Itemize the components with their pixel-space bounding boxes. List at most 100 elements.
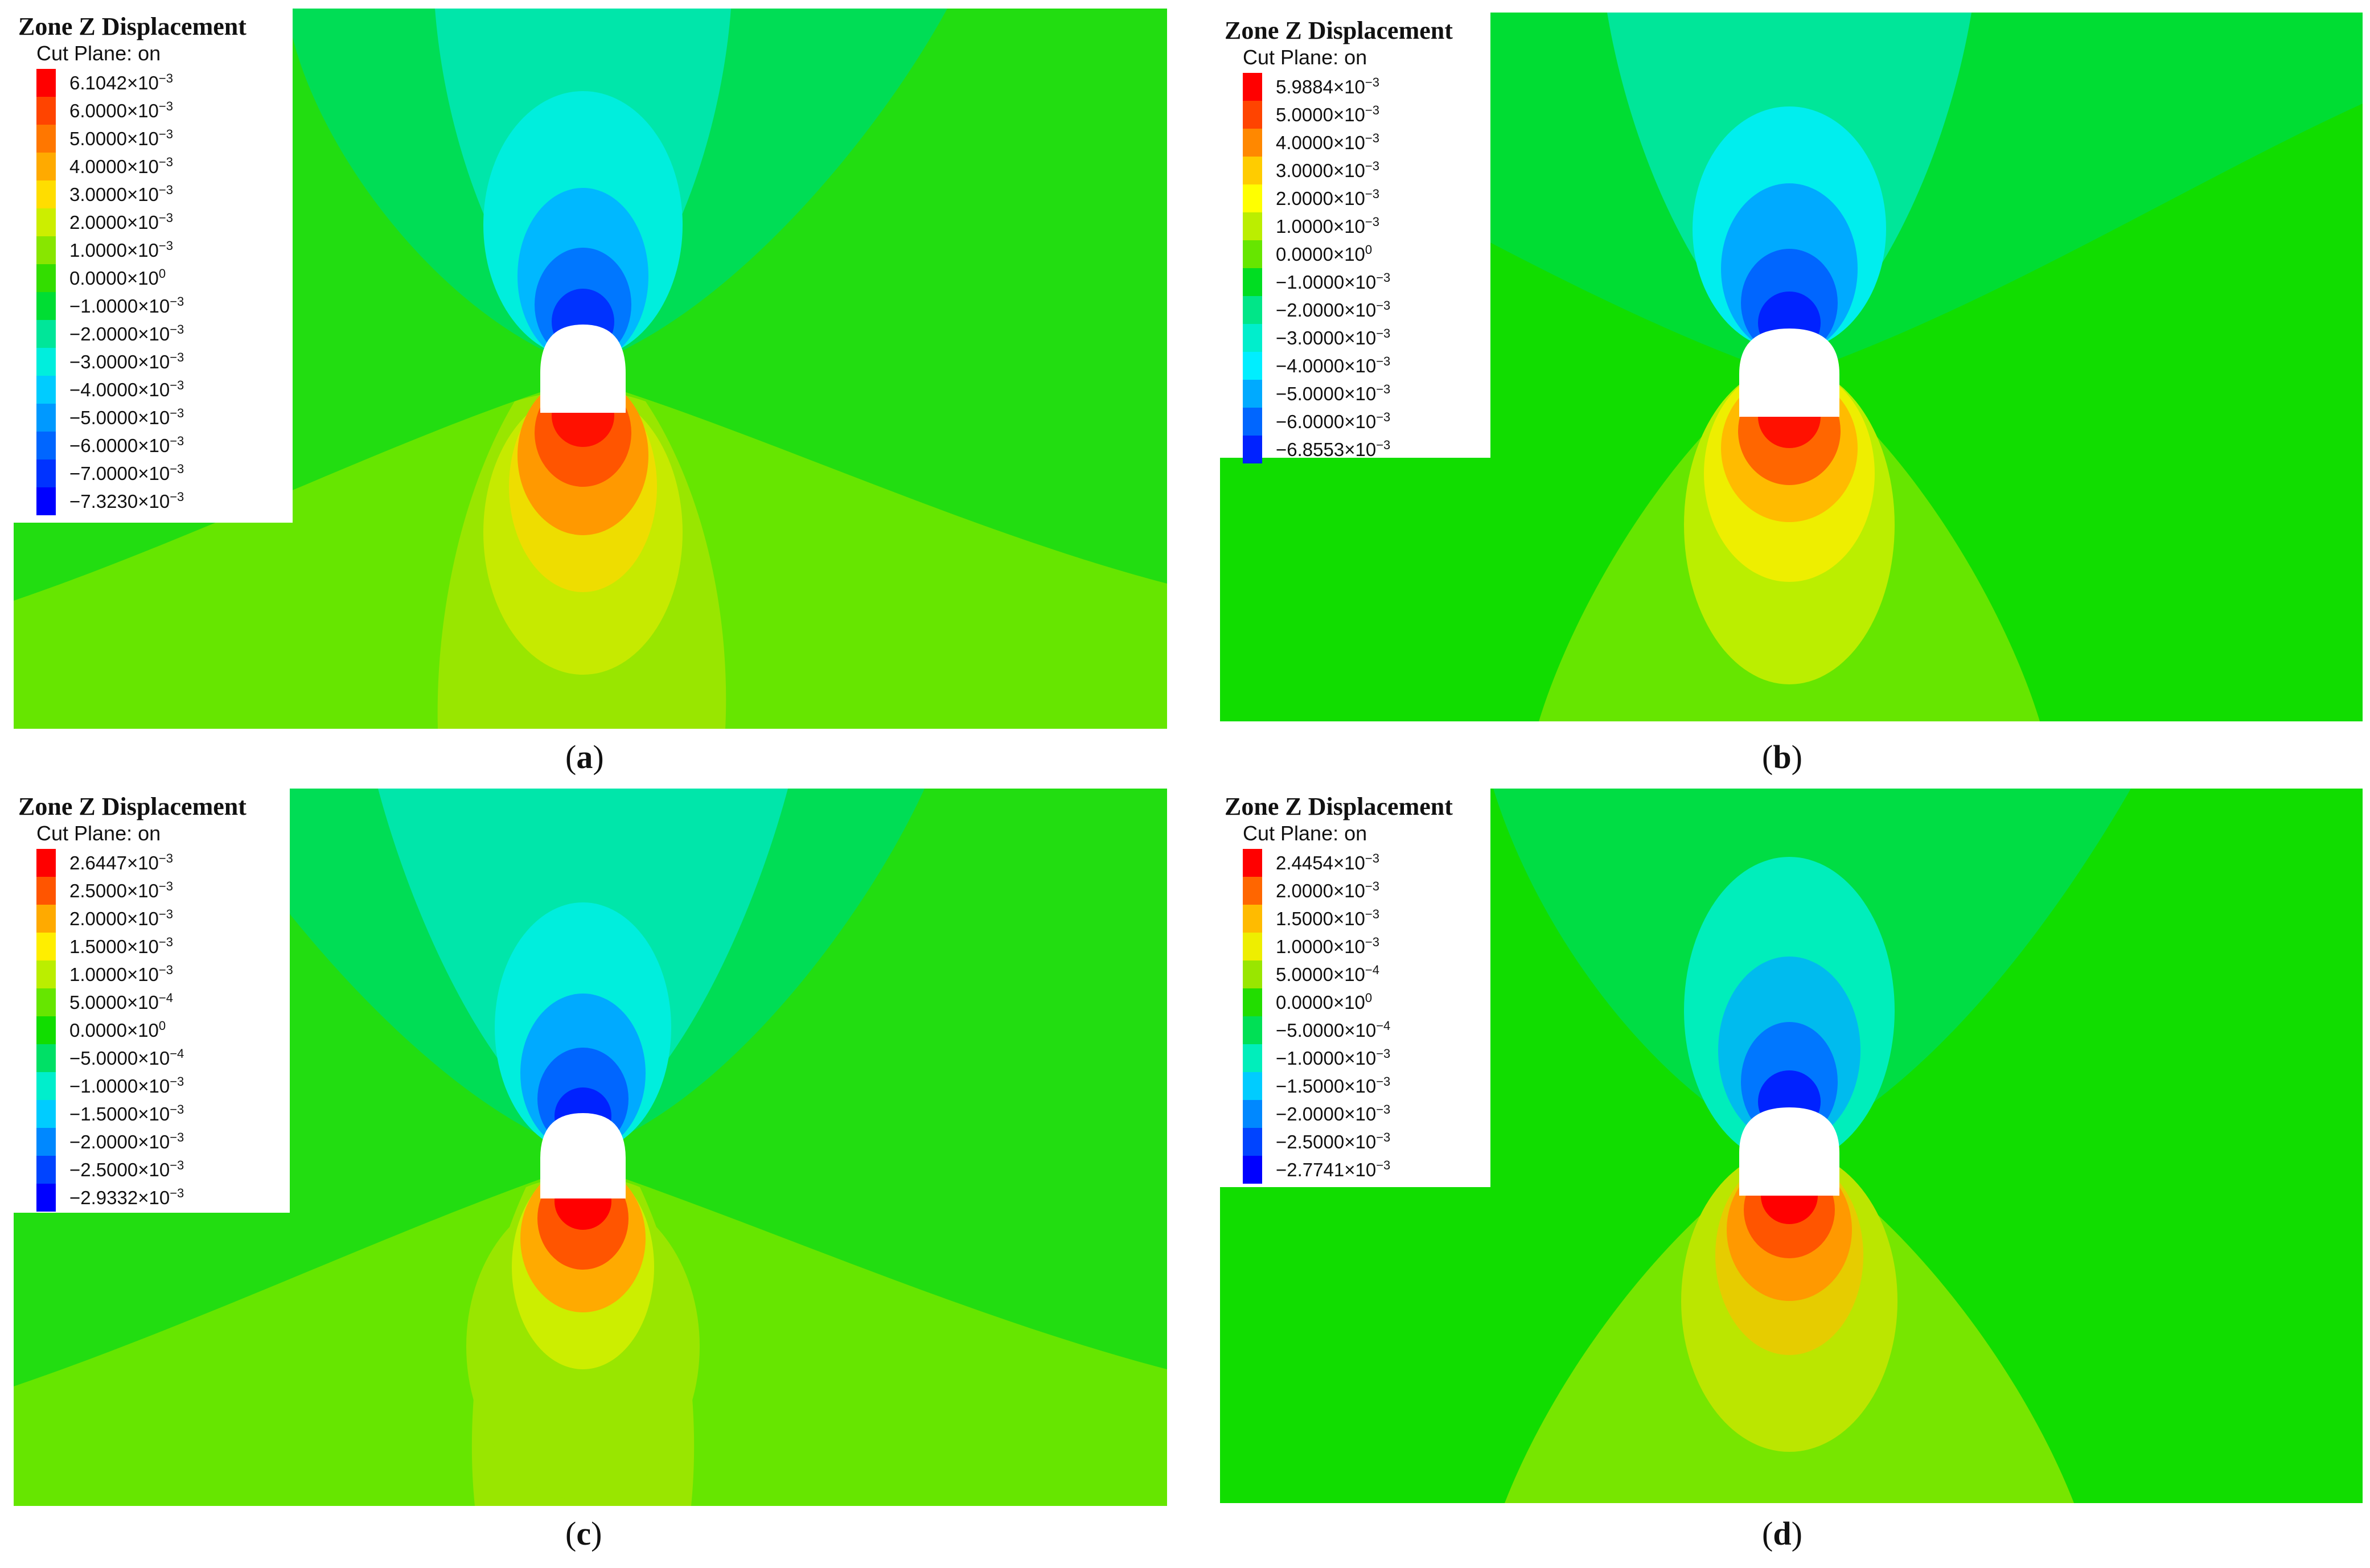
legend-value: −5.0000×10−4 bbox=[1276, 1020, 1390, 1041]
legend-times-ten: ×10 bbox=[138, 463, 170, 484]
caption-c: (c) bbox=[565, 1515, 602, 1552]
legend-times-ten: ×10 bbox=[1344, 439, 1377, 460]
legend-mantissa: −2.7741 bbox=[1276, 1159, 1345, 1180]
legend-mantissa: −5.0000 bbox=[1276, 1020, 1345, 1041]
legend-times-ten: ×10 bbox=[126, 240, 159, 261]
legend-times-ten: ×10 bbox=[138, 295, 170, 317]
legend-swatch bbox=[36, 404, 56, 432]
legend-swatch bbox=[36, 125, 56, 153]
legend-times-ten: ×10 bbox=[1333, 852, 1365, 873]
legend-swatch bbox=[36, 1156, 56, 1184]
legend-value: −2.0000×10−3 bbox=[1276, 1103, 1390, 1124]
legend-exponent: −3 bbox=[1365, 187, 1380, 201]
legend-mantissa: −6.0000 bbox=[69, 435, 138, 456]
legend-value: −2.0000×10−3 bbox=[69, 323, 184, 344]
legend-swatch bbox=[36, 376, 56, 404]
legend-swatch bbox=[1243, 408, 1262, 436]
legend-times-ten: ×10 bbox=[1333, 964, 1365, 985]
legend-exponent: −3 bbox=[1376, 326, 1391, 340]
legend-exponent: −3 bbox=[158, 907, 174, 921]
caption-letter-b: b bbox=[1773, 738, 1792, 775]
legend-swatch bbox=[1243, 129, 1262, 157]
legend-exponent: −3 bbox=[1376, 410, 1391, 424]
caption-letter-c: c bbox=[576, 1515, 592, 1552]
legend-times-ten: ×10 bbox=[1344, 1048, 1377, 1069]
legend-mantissa: 1.0000 bbox=[1276, 936, 1333, 957]
legend-mantissa: −2.5000 bbox=[1276, 1131, 1345, 1152]
legend-mantissa: 3.0000 bbox=[1276, 160, 1333, 181]
legend-times-ten: ×10 bbox=[126, 992, 159, 1013]
legend-mantissa: 1.0000 bbox=[1276, 216, 1333, 237]
legend-d: Zone Z Displacement Cut Plane: on 2.4454… bbox=[1220, 789, 1490, 1187]
legend-swatch bbox=[1243, 849, 1262, 877]
legend-swatch bbox=[1243, 73, 1262, 101]
legend-times-ten: ×10 bbox=[126, 100, 159, 121]
legend-times-ten: ×10 bbox=[138, 407, 170, 428]
legend-swatch bbox=[36, 264, 56, 292]
legend-exponent: −3 bbox=[170, 490, 184, 504]
legend-value: −5.0000×10−3 bbox=[1276, 383, 1390, 404]
legend-mantissa: −1.0000 bbox=[69, 1076, 138, 1097]
legend-value: 6.0000×10−3 bbox=[69, 100, 173, 121]
legend-exponent: −3 bbox=[170, 434, 184, 448]
legend-times-ten: ×10 bbox=[1333, 160, 1365, 181]
legend-times-ten: ×10 bbox=[126, 1020, 159, 1041]
legend-value: −2.0000×10−3 bbox=[1276, 299, 1390, 321]
legend-times-ten: ×10 bbox=[138, 1131, 170, 1152]
legend-exponent: −3 bbox=[1376, 1074, 1391, 1089]
legend-exponent: −3 bbox=[1365, 131, 1380, 145]
legend-value: 3.0000×10−3 bbox=[69, 183, 174, 205]
legend-value: −2.7741×10−3 bbox=[1276, 1159, 1390, 1180]
legend-mantissa: 5.0000 bbox=[1276, 964, 1333, 985]
legend-swatch bbox=[36, 988, 56, 1016]
contour-plot-a bbox=[14, 9, 1167, 729]
legend-times-ten: ×10 bbox=[138, 1048, 170, 1069]
legend-c: Zone Z Displacement Cut Plane: on 2.6447… bbox=[14, 789, 290, 1213]
legend-exponent: −3 bbox=[158, 183, 174, 197]
legend-times-ten: ×10 bbox=[1344, 383, 1377, 404]
legend-mantissa: −1.0000 bbox=[1276, 1048, 1345, 1069]
color-bar-d bbox=[1243, 849, 1262, 1184]
legend-times-ten: ×10 bbox=[1344, 1076, 1377, 1097]
legend-value: 2.0000×10−3 bbox=[1276, 880, 1379, 901]
legend-exponent: −3 bbox=[1365, 159, 1380, 173]
legend-times-ten: ×10 bbox=[1344, 355, 1377, 376]
legend-value: 2.6447×10−3 bbox=[69, 851, 174, 873]
legend-mantissa: 0.0000 bbox=[69, 1020, 127, 1041]
legend-swatch bbox=[1243, 988, 1262, 1016]
legend-mantissa: 5.0000 bbox=[69, 992, 127, 1013]
legend-exponent: −3 bbox=[158, 851, 174, 865]
legend-swatch bbox=[36, 933, 56, 960]
legend-value: −1.5000×10−3 bbox=[69, 1103, 184, 1124]
legend-swatch bbox=[1243, 933, 1262, 960]
legend-exponent: −3 bbox=[1365, 907, 1380, 921]
legend-exponent: −3 bbox=[1376, 354, 1391, 368]
legend-exponent: −3 bbox=[1365, 75, 1380, 89]
legend-mantissa: −3.0000 bbox=[69, 351, 138, 372]
legend-mantissa: −2.0000 bbox=[69, 1131, 138, 1152]
legend-value: 5.0000×10−3 bbox=[69, 128, 173, 149]
legend-mantissa: 3.0000 bbox=[69, 184, 127, 205]
legend-mantissa: 0.0000 bbox=[1276, 244, 1333, 265]
legend-value: −1.0000×10−3 bbox=[1276, 1048, 1390, 1069]
legend-exponent: −3 bbox=[170, 294, 184, 309]
legend-value: −6.0000×10−3 bbox=[1276, 410, 1391, 432]
caption-b: (b) bbox=[1762, 738, 1802, 775]
panel-d: Zone Z Displacement Cut Plane: on 2.4454… bbox=[1185, 784, 2370, 1568]
legend-swatch bbox=[36, 487, 56, 515]
legend-exponent: −3 bbox=[1376, 270, 1391, 285]
legend-mantissa: 1.5000 bbox=[69, 936, 127, 957]
legend-times-ten: ×10 bbox=[1344, 299, 1377, 321]
legend-exponent: −3 bbox=[1365, 851, 1380, 865]
color-bar-a bbox=[36, 69, 56, 515]
legend-value: 1.5000×10−3 bbox=[69, 936, 173, 957]
legend-value: −4.0000×10−3 bbox=[69, 379, 184, 400]
legend-mantissa: −2.0000 bbox=[1276, 1103, 1345, 1124]
legend-mantissa: −2.5000 bbox=[69, 1159, 138, 1180]
legend-times-ten: ×10 bbox=[1344, 1103, 1377, 1124]
legend-exponent: 0 bbox=[1365, 243, 1373, 257]
legend-mantissa: 2.0000 bbox=[69, 908, 127, 929]
legend-mantissa: 0.0000 bbox=[1276, 992, 1333, 1013]
legend-exponent: −3 bbox=[1376, 438, 1391, 452]
legend-mantissa: −4.0000 bbox=[1276, 355, 1345, 376]
